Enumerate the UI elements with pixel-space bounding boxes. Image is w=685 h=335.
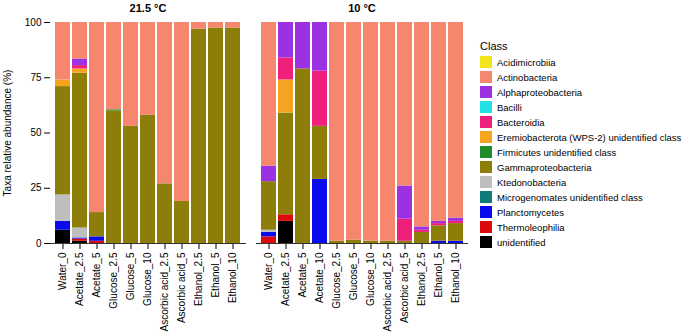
html-text:Microgenomates unidentified cl: Microgenomates unidentified class	[497, 191, 643, 203]
html-text:Bacteroidia: Bacteroidia	[497, 116, 545, 128]
svg-text:Water_0: Water_0	[263, 252, 274, 290]
svg-text:Acetate_2.5: Acetate_2.5	[74, 252, 85, 306]
svg-text:100: 100	[25, 17, 42, 28]
svg-text:Ethanol_5: Ethanol_5	[433, 252, 444, 297]
html-text:Firmicutes unidentified class: Firmicutes unidentified class	[497, 146, 617, 158]
svg-text:Ascorbic acid_5: Ascorbic acid_5	[399, 252, 410, 323]
svg-text:Acetate_10: Acetate_10	[314, 252, 325, 303]
html-text:Acidimicrobiia: Acidimicrobiia	[497, 56, 556, 68]
svg-text:Ascorbic acid_2.5: Ascorbic acid_2.5	[159, 252, 170, 331]
svg-text:75: 75	[30, 72, 42, 83]
svg-text:Acetate_5: Acetate_5	[297, 252, 308, 297]
html-text:Bacilli: Bacilli	[497, 101, 522, 113]
html-text:Ktedonobacteria: Ktedonobacteria	[497, 176, 567, 188]
html-text:unidentified: unidentified	[497, 236, 546, 248]
svg-text:Ascorbic acid_5: Ascorbic acid_5	[176, 252, 187, 323]
svg-text:Ethanol_2.5: Ethanol_2.5	[416, 252, 427, 306]
svg-text:Glucose_5: Glucose_5	[125, 252, 136, 300]
html-text:Eremiobacterota (WPS-2) uniden: Eremiobacterota (WPS-2) unidentified cla…	[497, 131, 682, 143]
html-text:Actinobacteria: Actinobacteria	[497, 71, 558, 83]
html-text:10 °C: 10 °C	[348, 2, 376, 14]
svg-text:Acetate_2.5: Acetate_2.5	[280, 252, 291, 306]
svg-text:0: 0	[36, 238, 42, 249]
html-text:Thermoleophilia: Thermoleophilia	[497, 221, 565, 233]
svg-text:Water_0: Water_0	[57, 252, 68, 290]
svg-text:Glucose_2.5: Glucose_2.5	[108, 252, 119, 309]
html-text:Class: Class	[480, 40, 508, 52]
svg-text:Glucose_5: Glucose_5	[348, 252, 359, 300]
svg-text:50: 50	[30, 127, 42, 138]
svg-text:Taxa relative abundance (%): Taxa relative abundance (%)	[2, 70, 13, 197]
svg-text:Ascorbic acid_2.5: Ascorbic acid_2.5	[382, 252, 393, 331]
svg-text:Ethanol_5: Ethanol_5	[210, 252, 221, 297]
svg-text:Glucose_10: Glucose_10	[365, 252, 376, 306]
html-text:Planctomycetes: Planctomycetes	[497, 206, 565, 218]
svg-text:Ethanol_2.5: Ethanol_2.5	[193, 252, 204, 306]
svg-text:Ethanol_10: Ethanol_10	[227, 252, 238, 303]
html-text:Alphaproteobacteria: Alphaproteobacteria	[497, 86, 582, 98]
svg-text:Glucose_2.5: Glucose_2.5	[331, 252, 342, 309]
svg-text:Acetate_5: Acetate_5	[91, 252, 102, 297]
svg-text:Glucose_10: Glucose_10	[142, 252, 153, 306]
svg-text:Ethanol_10: Ethanol_10	[450, 252, 461, 303]
html-text:21.5 °C: 21.5 °C	[129, 2, 167, 14]
svg-text:25: 25	[30, 182, 42, 193]
html-text:Gammaproteobacteria: Gammaproteobacteria	[497, 161, 592, 173]
